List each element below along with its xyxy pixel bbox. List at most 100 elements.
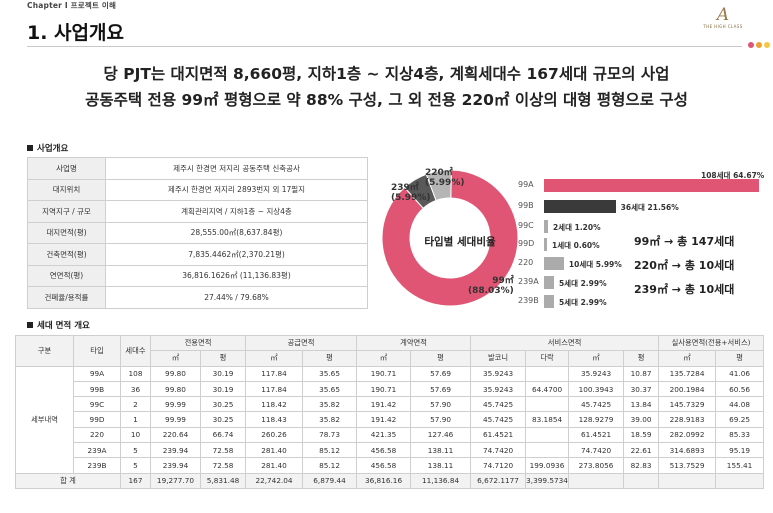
col-head-exclusive: 전용면적 <box>149 334 247 352</box>
group-label: 세부내역 <box>15 365 74 474</box>
sub-head-m2: ㎡ <box>356 350 412 367</box>
table-row: 99B 36 99.80 30.19 117.84 35.65 190.71 57.69 35.… <box>16 380 765 398</box>
table-cell: 155.41 <box>715 457 765 474</box>
donut-slice-99 <box>381 169 519 307</box>
table-cell <box>525 396 570 413</box>
unit-area-table: 구분 타입 세대수 전용면적 공급면적 계약면적 서비스면적 실사용면적(전용+… <box>15 334 765 489</box>
bullet-square-icon <box>27 322 33 328</box>
table-cell: 18.59 <box>623 426 660 444</box>
headline-line-1: 당 PJT는 대지면적 8,660평, 지하1층 ~ 지상4층, 계획세대수 1… <box>103 65 670 83</box>
overview-section-title: 사업개요 <box>27 142 68 154</box>
overview-row: 건폐율/용적률 27.44% / 79.68% <box>27 286 368 309</box>
bar-220 <box>544 257 564 270</box>
col-head-type: 타입 <box>73 335 121 367</box>
table-cell: 57.90 <box>410 411 472 428</box>
total-cell: 3,399.5734 <box>525 472 570 489</box>
table-cell: 35.65 <box>302 380 358 398</box>
brand-logo: A THE HIGH CLASS <box>693 6 753 29</box>
table-cell: 100.3943 <box>568 380 625 398</box>
table-cell: 145.7329 <box>658 396 717 413</box>
table-cell: 117.84 <box>245 380 304 398</box>
overview-row: 건축면적(평) 7,835.4462㎡(2,370.21평) <box>27 243 368 266</box>
pie-label-99-pct: (88.03%) <box>468 286 514 296</box>
total-cell <box>715 472 765 489</box>
table-cell: 95.19 <box>715 442 765 459</box>
bar-239A <box>544 276 554 289</box>
table-cell: 35.9243 <box>470 365 527 382</box>
overview-row: 연면적(평) 36,816.1626㎡ (11,136.83평) <box>27 264 368 287</box>
table-cell: 85.12 <box>302 457 358 474</box>
table-row: 220 10 220.64 66.74 260.26 78.73 421.35 127.46 6… <box>16 426 765 444</box>
bar-99A <box>544 179 759 192</box>
table-cell: 30.37 <box>623 380 660 398</box>
overview-value: 제주시 한경면 저지리 2893번지 외 17필지 <box>105 178 368 201</box>
summary-line-239: 239㎡ → 총 10세대 <box>634 283 735 296</box>
bar-category-label: 99B <box>518 201 534 210</box>
table-cell: 99.99 <box>150 396 201 413</box>
bar-category-label: 239A <box>518 277 539 286</box>
table-cell: 99A <box>73 365 121 382</box>
table-cell: 5 <box>120 442 151 459</box>
type-ratio-donut-chart <box>381 169 519 307</box>
overview-value: 28,555.00㎡(8,637.84평) <box>105 221 368 244</box>
table-row: 99D 1 99.99 30.25 118.43 35.82 191.42 57.90 45.7… <box>16 411 765 428</box>
table-cell: 64.4700 <box>525 380 570 398</box>
table-cell: 35.65 <box>302 365 358 382</box>
table-cell: 127.46 <box>410 426 472 444</box>
bar-category-label: 99A <box>518 180 534 189</box>
bar-239B <box>544 295 554 308</box>
table-cell: 190.71 <box>356 365 412 382</box>
table-cell: 282.0992 <box>658 426 717 444</box>
table-row: 99C 2 99.99 30.25 118.42 35.82 191.42 57.90 45.7… <box>16 396 765 413</box>
table-cell: 99B <box>73 380 121 398</box>
overview-key: 지역지구 / 규모 <box>27 200 106 223</box>
sub-head-py: 평 <box>410 350 472 367</box>
table-cell <box>525 365 570 382</box>
table-cell: 99D <box>73 411 121 428</box>
table-cell: 85.12 <box>302 442 358 459</box>
total-cell: 167 <box>120 472 151 489</box>
table-cell: 239.94 <box>150 442 201 459</box>
overview-value: 27.44% / 79.68% <box>105 286 368 309</box>
table-row: 세부내역 99A 108 99.80 30.19 117.84 35.65 190.71 57.… <box>15 365 765 474</box>
overview-section-label: 사업개요 <box>37 144 69 154</box>
table-cell: 281.40 <box>245 442 304 459</box>
table-cell: 35.82 <box>302 396 358 413</box>
bar-category-label: 239B <box>518 296 539 305</box>
table-cell: 66.74 <box>199 426 247 444</box>
bar-data-label: 36세대 21.56% <box>620 203 679 212</box>
total-row: 합 계 167 19,277.70 5,831.48 22,742.04 6,879.44… <box>15 472 765 489</box>
table-cell: 78.73 <box>302 426 358 444</box>
table-cell: 190.71 <box>356 380 412 398</box>
summary-box: 99㎡ → 총 147세대 220㎡ → 총 10세대 239㎡ → 총 10세… <box>634 230 764 304</box>
page-title: 1. 사업개요 <box>27 22 124 44</box>
table-cell: 260.26 <box>245 426 304 444</box>
table-cell: 99.80 <box>150 365 201 382</box>
bar-data-label: 5세대 2.99% <box>558 298 607 307</box>
table-cell: 30.19 <box>199 380 247 398</box>
table-cell: 36 <box>120 380 151 398</box>
sub-head-m2: ㎡ <box>245 350 304 367</box>
overview-key: 건축면적(평) <box>27 243 106 266</box>
table-cell: 421.35 <box>356 426 412 444</box>
summary-line-99: 99㎡ → 총 147세대 <box>634 235 735 248</box>
overview-table: 사업명 제주시 한경면 저지리 공동주택 신축공사 대지위치 제주시 한경면 저지리 … <box>27 157 368 309</box>
overview-value: 7,835.4462㎡(2,370.21평) <box>105 243 368 266</box>
total-cell <box>658 472 717 489</box>
bar-category-label: 220 <box>518 258 534 267</box>
table-cell: 30.25 <box>199 396 247 413</box>
col-head-actual: 실사용면적(전용+서비스) <box>658 334 765 352</box>
total-cell: 36,816.16 <box>356 472 412 489</box>
total-label: 합 계 <box>15 472 121 489</box>
bar-data-label: 108세대 64.67% <box>701 171 765 180</box>
table-cell: 239A <box>73 442 121 459</box>
sub-head-m2: ㎡ <box>568 350 625 367</box>
donut-slice-239 <box>425 169 452 202</box>
table-cell: 99.80 <box>150 380 201 398</box>
overview-key: 건폐율/용적률 <box>27 286 106 309</box>
total-cell: 19,277.70 <box>150 472 201 489</box>
pie-label-239: 239㎡ (5.99%) <box>391 180 430 203</box>
overview-row: 지역지구 / 규모 계획관리지역 / 지하1층 ~ 지상4층 <box>27 200 368 223</box>
table-cell: 10.87 <box>623 365 660 382</box>
bar-99D <box>544 238 547 251</box>
